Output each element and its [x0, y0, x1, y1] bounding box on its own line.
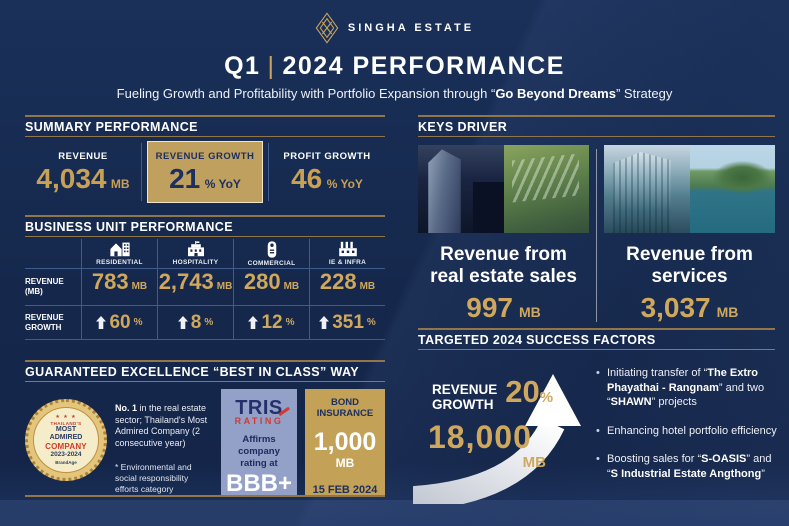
- singha-estate-diamond-icon: [315, 12, 339, 44]
- subtitle-pre: Fueling Growth and Profitability with Po…: [116, 86, 496, 101]
- brand-logo-row: SINGHA ESTATE: [0, 12, 789, 44]
- summary-cards: REVENUE 4,034 MB REVENUE GROWTH 21 % YoY…: [25, 141, 385, 203]
- growth-arrow-icon: [406, 374, 581, 512]
- most-admired-company-badge: ★ ★ ★ THAILAND'S MOST ADMIRED COMPANY 20…: [25, 399, 107, 481]
- tris-affirm-text: Affirms company rating at: [238, 434, 280, 469]
- summary-performance-heading: SUMMARY PERFORMANCE: [25, 115, 385, 137]
- industrial-icon: [338, 241, 357, 257]
- subtitle-strategy-name: Go Beyond Dreams: [495, 86, 616, 101]
- growth-row-label: REVENUE GROWTH: [25, 305, 81, 339]
- revenue-growth-card: REVENUE GROWTH 21 % YoY: [147, 141, 263, 203]
- hospitality-growth: 8 %: [157, 305, 233, 339]
- revenue-growth-target-value: 20: [505, 374, 540, 409]
- office-tower-and-beach-resort-photo: [604, 145, 775, 233]
- award-description: No. 1 in the real estate sector; Thailan…: [115, 403, 213, 495]
- profit-growth-card-value: 46: [291, 163, 323, 194]
- up-arrow-icon: [248, 316, 259, 329]
- revenue-row-label: REVENUE (MB): [25, 268, 81, 305]
- empty-cell: [25, 239, 81, 268]
- up-arrow-icon: [319, 316, 330, 329]
- page-title: Q1 | 2024 PERFORMANCE: [0, 52, 789, 81]
- growth-arrow-graphic: [406, 366, 583, 512]
- condo-and-industrial-estate-photo: [418, 145, 589, 233]
- commercial-label: COMMERCIAL: [247, 259, 296, 267]
- bullet-item: Enhancing hotel portfolio efficiency: [596, 424, 782, 439]
- bottom-floor-band: [0, 500, 789, 526]
- bullet-item: Boosting sales for “S-OASIS” and “S Indu…: [596, 452, 782, 481]
- profit-growth-card: PROFIT GROWTH 46 % YoY: [269, 141, 385, 203]
- divider: [596, 149, 597, 322]
- commercial-revenue: 280 MB: [233, 268, 309, 305]
- success-factor-bullets: Initiating transfer of “The Extro Phayat…: [596, 366, 782, 481]
- ie-infra-revenue: 228 MB: [309, 268, 385, 305]
- subtitle-post: ” Strategy: [615, 86, 673, 101]
- services-revenue-item: Revenue from services 3,037 MB: [604, 145, 775, 322]
- bond-title: BOND INSURANCE: [316, 397, 374, 420]
- page-subtitle: Fueling Growth and Profitability with Po…: [0, 86, 789, 101]
- residential-growth: 60 %: [81, 305, 157, 339]
- residential-icon: [109, 242, 130, 257]
- ie-infra-label: IE & INFRA: [328, 259, 367, 266]
- revenue-card-label: REVENUE: [58, 151, 108, 162]
- business-unit-heading: BUSINESS UNIT PERFORMANCE: [25, 215, 385, 237]
- revenue-card: REVENUE 4,034 MB: [25, 141, 141, 203]
- residential-label: RESIDENTIAL: [96, 259, 143, 266]
- profit-growth-card-label: PROFIT GROWTH: [283, 151, 371, 162]
- award-rank: No. 1: [115, 403, 138, 413]
- real-estate-sales-item: Revenue from real estate sales 997 MB: [418, 145, 589, 322]
- revenue-target-value: 18,000: [428, 418, 532, 455]
- keys-driver-content: Revenue from real estate sales 997 MB Re…: [418, 145, 775, 322]
- commercial-growth: 12 %: [233, 305, 309, 339]
- badge-stars: ★ ★ ★: [55, 414, 77, 421]
- title-quarter: Q1: [224, 52, 261, 80]
- revenue-target-unit: MB: [522, 453, 546, 471]
- commercial-icon: [267, 240, 276, 258]
- services-revenue-label: Revenue from services: [626, 244, 753, 288]
- bond-unit: MB: [335, 455, 355, 470]
- revenue-growth-card-value: 21: [169, 163, 201, 194]
- excellence-heading: GUARANTEED EXCELLENCE “BEST IN CLASS” WA…: [25, 360, 385, 382]
- divider: [268, 143, 269, 201]
- tris-rating-logo: TRIS RATING: [235, 398, 291, 426]
- hospitality-icon: [187, 241, 204, 257]
- real-estate-sales-label: Revenue from real estate sales: [430, 244, 577, 288]
- success-factors-heading: TARGETED 2024 SUCCESS FACTORS: [418, 328, 775, 350]
- real-estate-sales-value: 997: [466, 291, 513, 323]
- hospitality-column-header: HOSPITALITY: [157, 239, 233, 268]
- profit-growth-card-unit: % YoY: [326, 177, 363, 191]
- bullet-item: Initiating transfer of “The Extro Phayat…: [596, 366, 782, 410]
- hospitality-label: HOSPITALITY: [172, 259, 219, 266]
- bond-value: 1,000: [313, 427, 377, 456]
- revenue-growth-card-unit: % YoY: [204, 177, 241, 191]
- revenue-growth-target-label: REVENUE GROWTH: [432, 382, 498, 412]
- title-rest: 2024 PERFORMANCE: [282, 52, 565, 80]
- residential-column-header: RESIDENTIAL: [81, 239, 157, 268]
- up-arrow-icon: [96, 316, 107, 329]
- revenue-card-unit: MB: [110, 177, 130, 191]
- tris-rating-box: TRIS RATING Affirms company rating at BB…: [221, 389, 297, 497]
- excellence-content: ★ ★ ★ THAILAND'S MOST ADMIRED COMPANY 20…: [25, 389, 385, 497]
- ie-infra-growth: 351 %: [309, 305, 385, 339]
- growth-targets: REVENUE GROWTH 20 % 18,000 MB: [418, 356, 603, 471]
- keys-driver-heading: KEYS DRIVER: [418, 115, 775, 137]
- divider: [141, 143, 142, 201]
- bond-insurance-box: BOND INSURANCE 1,000 MB 15 FEB 2024: [305, 389, 385, 496]
- award-note: * Environmental and social responsibilit…: [115, 461, 192, 494]
- up-arrow-icon: [177, 316, 188, 329]
- revenue-card-value: 4,034: [36, 163, 107, 194]
- revenue-growth-card-label: REVENUE GROWTH: [155, 151, 255, 162]
- commercial-column-header: COMMERCIAL: [233, 239, 309, 268]
- brand-name: SINGHA ESTATE: [347, 22, 475, 34]
- hospitality-revenue: 2,743 MB: [157, 268, 233, 305]
- industrial-column-header: IE & INFRA: [309, 239, 385, 268]
- bond-date: 15 FEB 2024: [312, 483, 378, 496]
- services-revenue-value: 3,037: [640, 291, 711, 323]
- business-unit-table: RESIDENTIAL HOSPITALITY COMMERCIAL: [25, 239, 385, 340]
- credit-rating-value: BBB+: [225, 469, 292, 497]
- title-separator: |: [267, 52, 276, 80]
- residential-revenue: 783 MB: [81, 268, 157, 305]
